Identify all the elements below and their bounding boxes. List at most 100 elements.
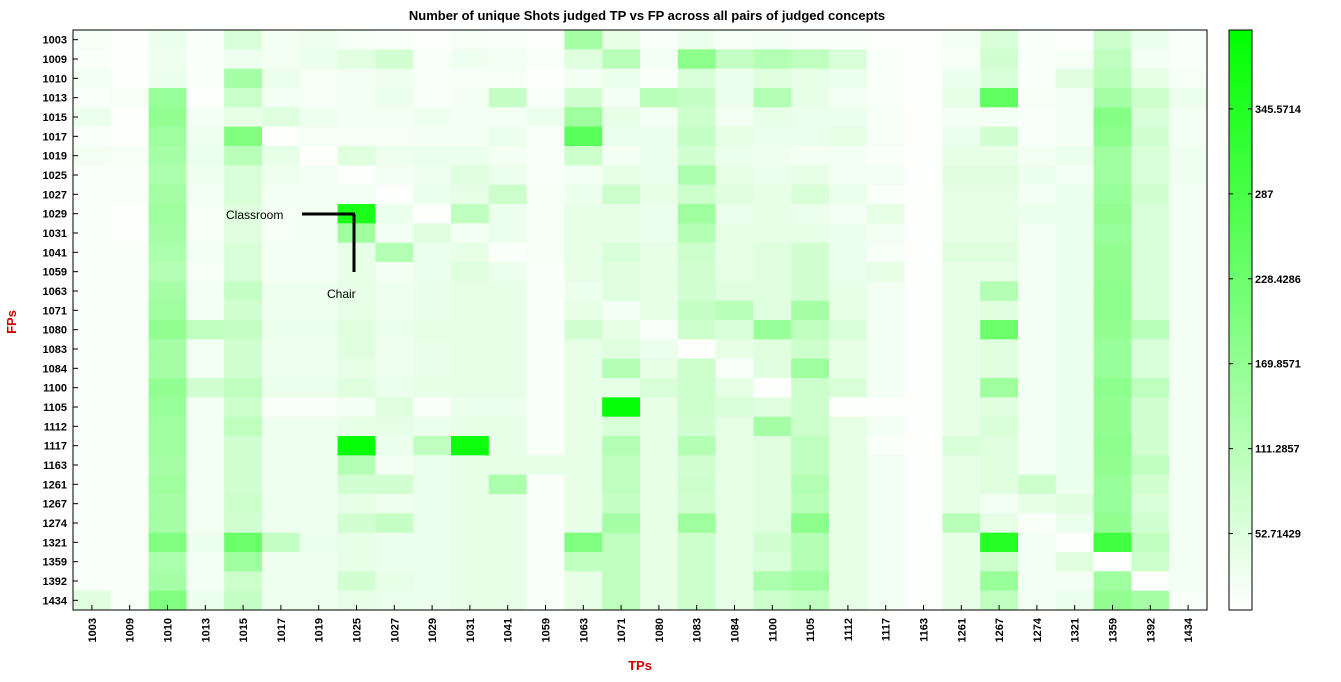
heatmap-cell-1359-1083 <box>678 552 716 572</box>
heatmap-cell-1117-1027 <box>375 436 413 456</box>
heatmap-cell-1031-1031 <box>451 223 489 243</box>
heatmap-cell-1063-1041 <box>489 281 527 301</box>
heatmap-cell-1267-1392 <box>1131 494 1169 514</box>
heatmap-cell-1261-1359 <box>1094 475 1132 495</box>
heatmap-cell-1031-1063 <box>564 223 602 243</box>
heatmap-cell-1105-1019 <box>300 397 338 417</box>
heatmap-cell-1029-1274 <box>1018 204 1056 224</box>
heatmap-cell-1063-1013 <box>186 281 224 301</box>
x-tick-label: 1267 <box>994 618 1006 642</box>
heatmap-cell-1080-1261 <box>942 320 980 340</box>
heatmap-cell-1013-1359 <box>1094 88 1132 108</box>
heatmap-cell-1112-1059 <box>527 417 565 437</box>
heatmap-cell-1041-1392 <box>1131 243 1169 263</box>
heatmap-cell-1071-1112 <box>829 301 867 321</box>
heatmap-cell-1163-1321 <box>1056 455 1094 475</box>
heatmap-cell-1083-1003 <box>73 339 111 359</box>
heatmap-cell-1080-1027 <box>375 320 413 340</box>
heatmap-cell-1084-1029 <box>413 359 451 379</box>
heatmap-cell-1083-1112 <box>829 339 867 359</box>
heatmap-cell-1017-1031 <box>451 127 489 147</box>
x-tick-label: 1041 <box>503 618 515 642</box>
heatmap-cell-1019-1434 <box>1169 146 1207 166</box>
heatmap-cell-1015-1017 <box>262 107 300 127</box>
heatmap-cell-1112-1084 <box>716 417 754 437</box>
heatmap-cell-1071-1392 <box>1131 301 1169 321</box>
heatmap-cell-1359-1163 <box>905 552 943 572</box>
heatmap-cell-1321-1013 <box>186 533 224 553</box>
heatmap-cell-1274-1013 <box>186 513 224 533</box>
heatmap-cell-1112-1071 <box>602 417 640 437</box>
heatmap-cell-1027-1267 <box>980 185 1018 205</box>
heatmap-cell-1003-1019 <box>300 30 338 50</box>
heatmap-cell-1009-1100 <box>753 49 791 69</box>
heatmap-cell-1112-1392 <box>1131 417 1169 437</box>
heatmap-cell-1100-1025 <box>338 378 376 398</box>
heatmap-cell-1105-1100 <box>753 397 791 417</box>
heatmap-cell-1063-1031 <box>451 281 489 301</box>
heatmap-cell-1359-1117 <box>867 552 905 572</box>
heatmap-cell-1019-1359 <box>1094 146 1132 166</box>
heatmap-cell-1083-1013 <box>186 339 224 359</box>
heatmap-cell-1083-1015 <box>224 339 262 359</box>
heatmap-cell-1071-1013 <box>186 301 224 321</box>
heatmap-cell-1029-1321 <box>1056 204 1094 224</box>
heatmap-cell-1019-1117 <box>867 146 905 166</box>
heatmap-cell-1274-1059 <box>527 513 565 533</box>
heatmap-cell-1059-1059 <box>527 262 565 282</box>
heatmap-cell-1017-1267 <box>980 127 1018 147</box>
heatmap-cell-1010-1105 <box>791 69 829 89</box>
heatmap-cell-1163-1274 <box>1018 455 1056 475</box>
heatmap-cell-1261-1080 <box>640 475 678 495</box>
heatmap-cell-1019-1392 <box>1131 146 1169 166</box>
heatmap-cell-1071-1019 <box>300 301 338 321</box>
heatmap-cell-1083-1017 <box>262 339 300 359</box>
heatmap-cell-1083-1392 <box>1131 339 1169 359</box>
x-tick-label: 1105 <box>805 618 817 642</box>
heatmap-cell-1359-1321 <box>1056 552 1094 572</box>
heatmap-cell-1267-1274 <box>1018 494 1056 514</box>
heatmap-cell-1392-1010 <box>149 571 187 591</box>
heatmap-cell-1003-1267 <box>980 30 1018 50</box>
y-tick-label: 1083 <box>43 344 67 356</box>
heatmap-cell-1017-1003 <box>73 127 111 147</box>
heatmap-cell-1163-1041 <box>489 455 527 475</box>
heatmap-cell-1261-1010 <box>149 475 187 495</box>
heatmap-cell-1027-1059 <box>527 185 565 205</box>
heatmap-cell-1261-1071 <box>602 475 640 495</box>
heatmap-cell-1105-1059 <box>527 397 565 417</box>
heatmap-cell-1274-1261 <box>942 513 980 533</box>
heatmap-cell-1025-1261 <box>942 165 980 185</box>
heatmap-cell-1112-1003 <box>73 417 111 437</box>
heatmap-cell-1031-1017 <box>262 223 300 243</box>
heatmap-cell-1267-1261 <box>942 494 980 514</box>
heatmap-cell-1100-1009 <box>111 378 149 398</box>
heatmap-cell-1025-1009 <box>111 165 149 185</box>
heatmap-cell-1321-1112 <box>829 533 867 553</box>
heatmap-cells <box>73 30 1208 611</box>
heatmap-cell-1041-1031 <box>451 243 489 263</box>
heatmap-cell-1163-1017 <box>262 455 300 475</box>
heatmap-cell-1013-1009 <box>111 88 149 108</box>
heatmap-cell-1017-1100 <box>753 127 791 147</box>
heatmap-cell-1063-1015 <box>224 281 262 301</box>
heatmap-cell-1063-1261 <box>942 281 980 301</box>
heatmap-cell-1392-1029 <box>413 571 451 591</box>
heatmap-cell-1017-1105 <box>791 127 829 147</box>
heatmap-cell-1010-1003 <box>73 69 111 89</box>
heatmap-cell-1063-1163 <box>905 281 943 301</box>
heatmap-cell-1029-1359 <box>1094 204 1132 224</box>
heatmap-cell-1267-1434 <box>1169 494 1207 514</box>
heatmap-cell-1019-1025 <box>338 146 376 166</box>
heatmap-cell-1059-1017 <box>262 262 300 282</box>
y-tick-label: 1019 <box>43 151 67 163</box>
heatmap-cell-1010-1059 <box>527 69 565 89</box>
heatmap-cell-1392-1009 <box>111 571 149 591</box>
heatmap-cell-1163-1359 <box>1094 455 1132 475</box>
heatmap-cell-1059-1041 <box>489 262 527 282</box>
heatmap-cell-1031-1059 <box>527 223 565 243</box>
heatmap-cell-1029-1029 <box>413 204 451 224</box>
heatmap-cell-1100-1041 <box>489 378 527 398</box>
heatmap-cell-1267-1017 <box>262 494 300 514</box>
chart-title: Number of unique Shots judged TP vs FP a… <box>409 8 885 23</box>
